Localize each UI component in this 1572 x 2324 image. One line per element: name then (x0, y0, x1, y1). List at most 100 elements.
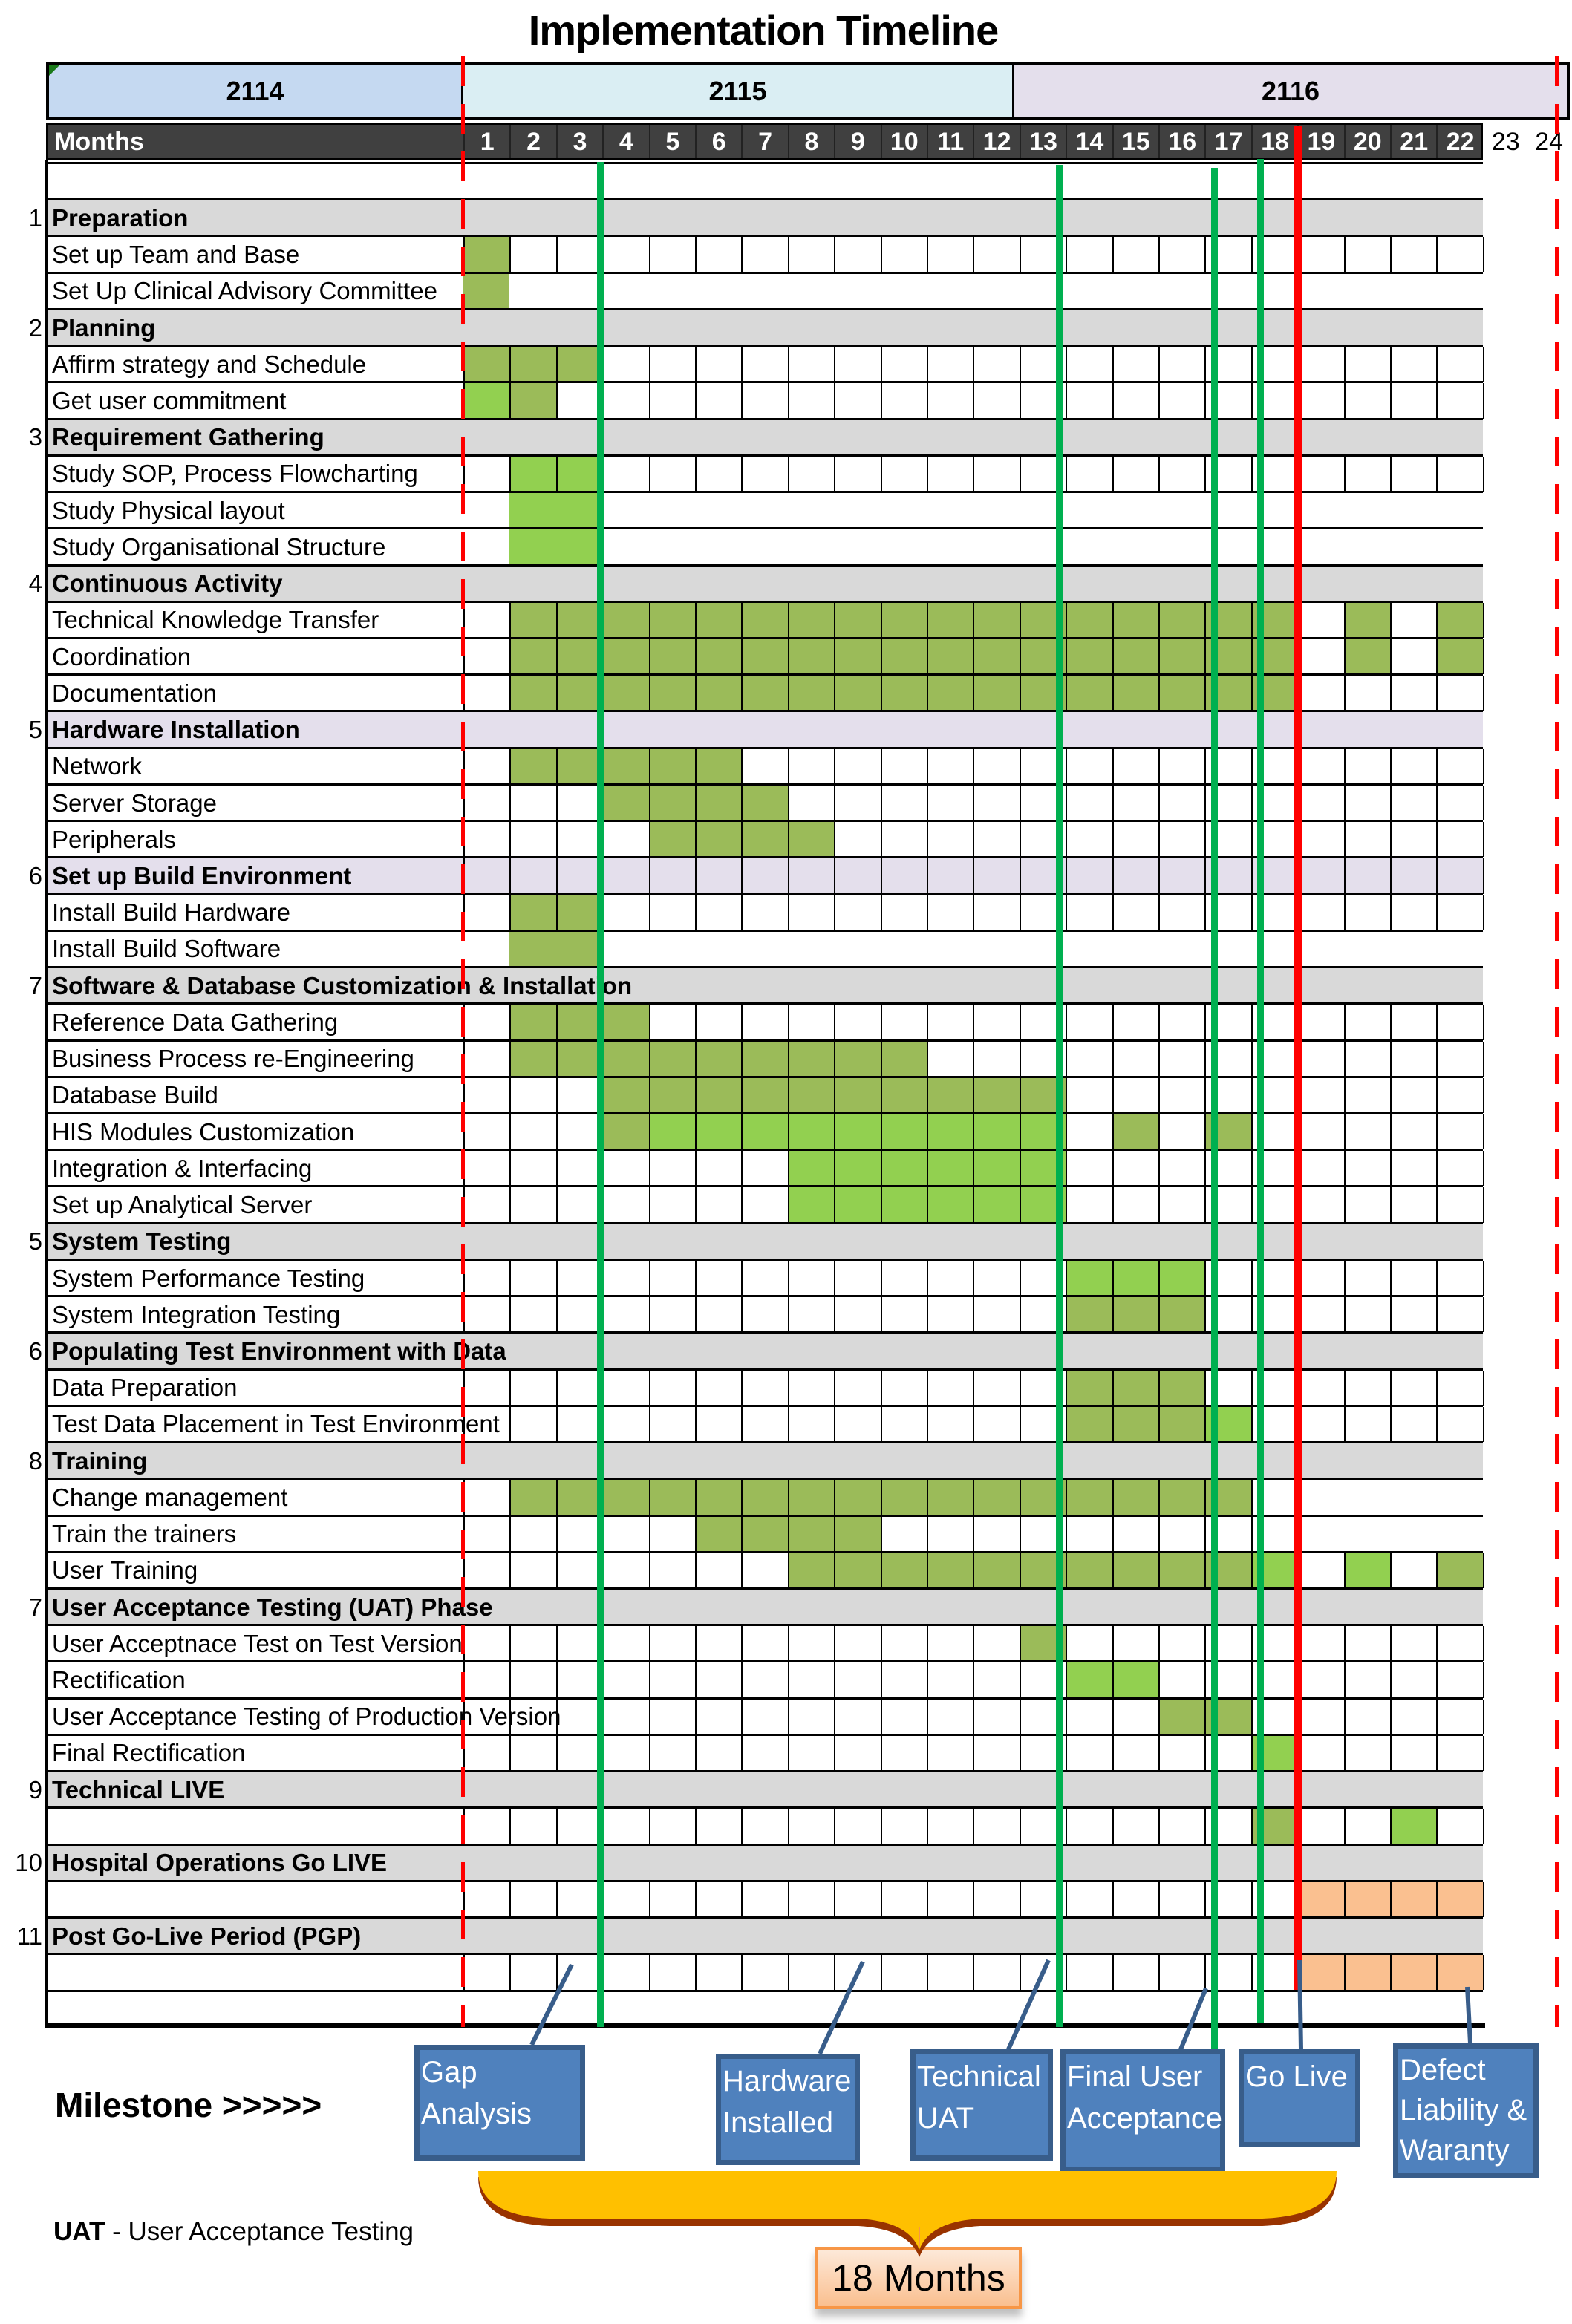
task-label: Coordination (52, 642, 192, 670)
task-label: Study SOP, Process Flowcharting (52, 460, 418, 488)
gantt-empty-cell (509, 1370, 556, 1406)
task-label: Train the trainers (52, 1520, 237, 1548)
task-row: Database Build (46, 1075, 1484, 1113)
gantt-empty-cell (973, 1809, 1020, 1844)
gantt-empty-cell (1112, 1041, 1158, 1077)
gantt-empty-cell (1112, 1077, 1158, 1113)
gantt-empty-cell (695, 237, 742, 272)
gantt-empty-cell (741, 1626, 788, 1662)
section-row: Technical LIVE 9 (29, 1770, 1483, 1808)
section-label: Software & Database Customization & Inst… (52, 971, 633, 999)
gantt-empty-cell (927, 1955, 973, 1991)
task-label: Final Rectification (52, 1739, 246, 1767)
gantt-empty-cell (1112, 1516, 1158, 1552)
section-label: Continuous Activity (52, 569, 283, 598)
gantt-bar-cell (1436, 639, 1484, 675)
gantt-bar-cell (787, 1553, 835, 1588)
task-label: Business Process re-Engineering (52, 1045, 414, 1073)
gantt-bar-cell (1066, 602, 1112, 638)
gantt-bar-cell (834, 639, 881, 675)
section-label: Populating Test Environment with Data (52, 1336, 506, 1365)
gantt-empty-cell (1019, 858, 1066, 894)
section-number: 6 (28, 861, 42, 890)
gantt-bar-cell (509, 895, 556, 930)
milestone-marker-line (1055, 165, 1063, 2027)
gantt-empty-cell (1158, 347, 1205, 382)
task-label: User Acceptnace Test on Test Version (52, 1629, 463, 1657)
gantt-bar-cell (1066, 1297, 1112, 1333)
gantt-empty-cell (1343, 347, 1390, 382)
gantt-bar-cell (695, 1077, 742, 1113)
task-row: Integration & Interfacing (46, 1149, 1484, 1187)
gantt-bar-cell (1390, 1955, 1437, 1991)
month-label: 8 (787, 125, 834, 158)
month-label: 1 (463, 125, 509, 158)
gantt-empty-cell (602, 1735, 649, 1772)
gantt-empty-cell (602, 1151, 649, 1187)
gantt-empty-cell (1436, 748, 1484, 784)
gantt-bar-cell (834, 1516, 881, 1552)
gantt-bar-cell (555, 895, 603, 930)
gantt-empty-cell (787, 383, 835, 419)
gantt-empty-cell (880, 383, 927, 419)
milestone-text: Gap (421, 2056, 477, 2089)
gantt-empty-cell (509, 1626, 556, 1662)
gantt-empty-cell (834, 1735, 881, 1772)
gantt-empty-cell (973, 858, 1019, 894)
gantt-empty-cell (1343, 1370, 1390, 1406)
milestone-text: Liability & (1400, 2094, 1527, 2126)
gantt-bar-cell (741, 1516, 788, 1552)
month-label: 15 (1112, 125, 1158, 158)
gantt-bar-cell (927, 1553, 973, 1588)
task-label: Study Organisational Structure (52, 532, 386, 561)
gantt-empty-cell (1297, 1151, 1344, 1187)
gantt-bar-cell (1112, 1480, 1158, 1515)
section-label: System Testing (52, 1227, 232, 1256)
gantt-empty-cell (1066, 383, 1112, 419)
gantt-empty-cell (555, 1699, 603, 1734)
gantt-empty-cell (927, 456, 973, 492)
gantt-empty-cell (787, 858, 834, 894)
gantt-empty-cell (463, 1735, 510, 1772)
gantt-empty-cell (1297, 383, 1344, 419)
gantt-empty-cell (1158, 1005, 1205, 1040)
gantt-empty-cell (1297, 456, 1344, 492)
gantt-empty-cell (973, 1699, 1020, 1734)
gantt-empty-cell (1158, 748, 1205, 784)
task-label: Technical Knowledge Transfer (52, 606, 379, 634)
gantt-empty-cell (741, 237, 788, 272)
gantt-empty-cell (927, 1881, 973, 1918)
gantt-bar-cell (973, 676, 1020, 711)
section-row: Post Go-Live Period (PGP) 11 (17, 1916, 1483, 1954)
gantt-empty-cell (509, 785, 556, 821)
gantt-empty-cell (695, 1881, 742, 1918)
gantt-bar-cell (880, 1480, 927, 1515)
gantt-empty-cell (834, 748, 881, 784)
gantt-empty-cell (1112, 347, 1158, 382)
gantt-empty-cell (555, 1370, 603, 1406)
task-label: Study Physical layout (52, 496, 285, 524)
gantt-empty-cell (834, 1699, 881, 1734)
gantt-empty-cell (602, 1370, 649, 1406)
gantt-bar-cell (834, 1187, 881, 1223)
gantt-bar-cell (1112, 602, 1158, 638)
gantt-bar-cell (602, 1005, 649, 1040)
task-row: Train the trainers (46, 1514, 1483, 1552)
gantt-empty-cell (927, 1370, 973, 1406)
gantt-empty-cell (880, 1809, 927, 1844)
gantt-empty-cell (1343, 1041, 1390, 1077)
gantt-bar-cell (927, 1187, 973, 1223)
gantt-empty-cell (602, 347, 649, 382)
section-number: 5 (28, 1227, 42, 1256)
gantt-empty-cell (1066, 858, 1112, 894)
gantt-empty-cell (1436, 1699, 1484, 1734)
gantt-empty-cell (648, 1187, 695, 1223)
section-label: Training (52, 1446, 148, 1475)
gantt-empty-cell (1297, 1662, 1344, 1698)
gantt-empty-cell (1390, 1187, 1437, 1223)
gantt-bar-cell (973, 1480, 1020, 1515)
gantt-empty-cell (1112, 1151, 1158, 1187)
gantt-bar-cell (509, 639, 556, 675)
gantt-bar-cell (834, 1077, 881, 1113)
gantt-empty-cell (880, 785, 927, 821)
